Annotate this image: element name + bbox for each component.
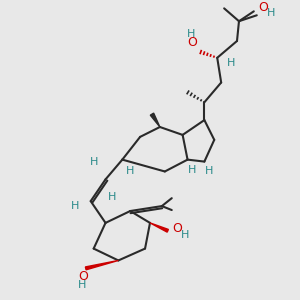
Text: H: H <box>205 167 214 176</box>
Polygon shape <box>85 260 118 270</box>
Text: H: H <box>266 8 275 18</box>
Text: H: H <box>89 157 98 166</box>
Text: O: O <box>188 37 197 50</box>
Text: H: H <box>108 192 117 202</box>
Text: H: H <box>227 58 235 68</box>
Text: O: O <box>258 1 268 14</box>
Text: H: H <box>78 280 86 290</box>
Polygon shape <box>150 223 168 232</box>
Text: H: H <box>181 230 189 240</box>
Text: H: H <box>188 164 197 175</box>
Text: H: H <box>71 201 79 211</box>
Polygon shape <box>150 113 160 127</box>
Text: O: O <box>173 222 183 235</box>
Text: H: H <box>187 29 196 39</box>
Text: O: O <box>78 270 88 283</box>
Text: H: H <box>126 167 134 176</box>
